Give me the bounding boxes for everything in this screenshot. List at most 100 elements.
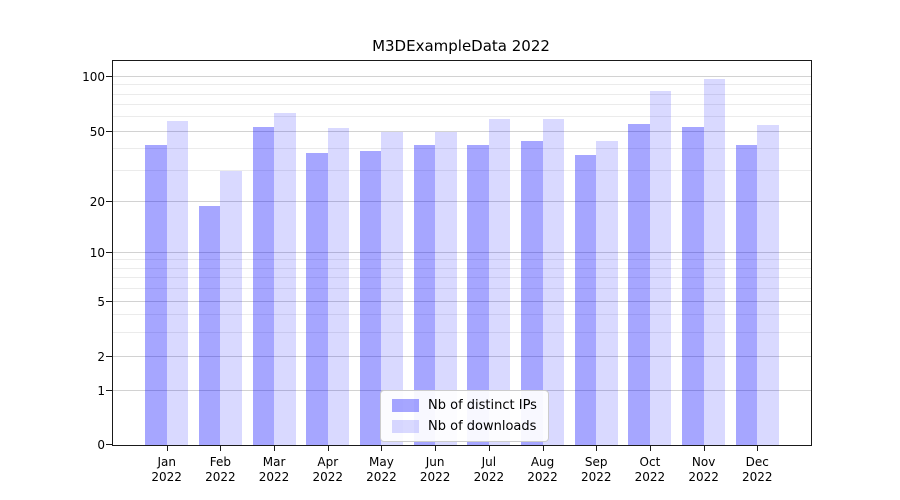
x-tick-year: 2022 bbox=[473, 470, 505, 484]
gridline-minor-80 bbox=[113, 93, 811, 95]
x-tick-year: 2022 bbox=[258, 470, 290, 484]
x-tick-year: 2022 bbox=[527, 470, 558, 484]
x-tick-year: 2022 bbox=[151, 470, 182, 484]
gridline-minor-90 bbox=[113, 84, 811, 86]
x-tick-month: Feb bbox=[209, 455, 231, 469]
x-tick-mark-jul bbox=[488, 446, 490, 451]
legend-item-downloads: Nb of downloads bbox=[392, 419, 537, 434]
x-tick-month: Mar bbox=[262, 455, 286, 469]
gridline-minor-30 bbox=[113, 169, 811, 171]
legend-swatch-downloads bbox=[392, 420, 419, 433]
x-tick-month: Jun bbox=[425, 455, 445, 469]
x-tick-mark-apr bbox=[327, 446, 329, 451]
bar-ips-feb bbox=[198, 205, 221, 445]
x-tick-mark-aug bbox=[542, 446, 544, 451]
bar-downloads-aug bbox=[542, 118, 565, 445]
y-tick-label-20: 20 bbox=[89, 195, 105, 210]
y-tick-mark-20 bbox=[106, 201, 112, 203]
bar-ips-may bbox=[359, 150, 382, 445]
bar-ips-jun bbox=[413, 144, 436, 445]
y-tick-mark-2 bbox=[106, 356, 112, 357]
x-tick-label-apr: Apr 2022 bbox=[298, 455, 358, 485]
x-tick-label-aug: Aug 2022 bbox=[513, 455, 573, 485]
plot-area: 0 1 2 5 10 20 50 100 Jan 2022 Feb 2022 Mar 2022 Apr 20… bbox=[82, 60, 812, 484]
x-tick-month: Jul bbox=[481, 455, 497, 469]
x-tick-label-nov: Nov 2022 bbox=[674, 455, 734, 485]
x-tick-mark-oct bbox=[649, 446, 651, 451]
x-tick-year: 2022 bbox=[580, 470, 612, 484]
bar-ips-aug bbox=[521, 141, 543, 445]
x-tick-label-sep: Sep 2022 bbox=[566, 455, 626, 485]
x-tick-year: 2022 bbox=[688, 470, 719, 484]
y-tick-mark-0 bbox=[106, 444, 112, 445]
bar-downloads-jun bbox=[435, 131, 457, 445]
bar-downloads-nov bbox=[703, 79, 726, 445]
y-tick-mark-10 bbox=[106, 252, 112, 253]
bar-ips-jan bbox=[145, 144, 167, 445]
bar-downloads-oct bbox=[649, 90, 672, 445]
x-tick-year: 2022 bbox=[419, 470, 451, 484]
x-tick-month: Dec bbox=[745, 455, 769, 469]
gridline-minor-60 bbox=[113, 116, 811, 118]
y-tick-label-10: 10 bbox=[89, 246, 105, 260]
bar-downloads-may bbox=[381, 131, 403, 445]
gridline-minor-9 bbox=[113, 259, 811, 261]
x-tick-year: 2022 bbox=[366, 470, 397, 484]
bar-ips-apr bbox=[306, 152, 328, 445]
x-tick-mark-feb bbox=[220, 446, 222, 451]
y-tick-mark-50 bbox=[106, 130, 112, 132]
gridline-minor-6 bbox=[113, 288, 811, 290]
x-tick-label-jul: Jul 2022 bbox=[459, 455, 519, 485]
gridline-minor-4 bbox=[113, 314, 811, 316]
gridline-minor-7 bbox=[113, 277, 811, 279]
x-tick-mark-mar bbox=[274, 446, 276, 451]
gridline-minor-3 bbox=[113, 331, 811, 333]
x-tick-mark-jan bbox=[166, 446, 168, 451]
x-tick-label-jun: Jun 2022 bbox=[405, 455, 465, 485]
legend: Nb of distinct IPs Nb of downloads bbox=[380, 390, 549, 442]
bar-downloads-apr bbox=[327, 128, 350, 445]
legend-item-ips: Nb of distinct IPs bbox=[392, 398, 537, 413]
bar-ips-oct bbox=[628, 124, 650, 445]
y-tick-mark-1 bbox=[106, 390, 112, 392]
x-tick-year: 2022 bbox=[312, 470, 344, 484]
bar-ips-jul bbox=[467, 144, 489, 445]
legend-swatch-ips bbox=[392, 399, 419, 412]
x-tick-month: Oct bbox=[639, 455, 661, 469]
x-tick-label-may: May 2022 bbox=[351, 455, 411, 485]
gridline-major-2 bbox=[113, 356, 811, 357]
x-tick-month: Sep bbox=[584, 455, 608, 469]
x-tick-label-oct: Oct 2022 bbox=[620, 455, 680, 485]
x-tick-mark-dec bbox=[757, 446, 759, 451]
bar-ips-sep bbox=[574, 154, 597, 445]
x-tick-mark-jun bbox=[435, 446, 437, 451]
gridline-major-50 bbox=[113, 130, 811, 132]
gridline-major-10 bbox=[113, 252, 811, 253]
gridline-major-5 bbox=[113, 301, 811, 302]
x-tick-month: Jan bbox=[157, 455, 176, 469]
x-tick-month: Nov bbox=[691, 455, 716, 469]
legend-label-downloads: Nb of downloads bbox=[428, 419, 537, 434]
gridline-minor-8 bbox=[113, 267, 811, 269]
x-tick-label-jan: Jan 2022 bbox=[137, 455, 197, 485]
y-tick-label-50: 50 bbox=[89, 124, 105, 139]
x-tick-year: 2022 bbox=[205, 470, 236, 484]
bar-ips-mar bbox=[252, 126, 275, 445]
bar-downloads-sep bbox=[596, 141, 618, 445]
x-tick-year: 2022 bbox=[742, 470, 773, 484]
x-tick-label-mar: Mar 2022 bbox=[244, 455, 304, 485]
y-tick-label-5: 5 bbox=[97, 295, 105, 309]
gridline-minor-70 bbox=[113, 104, 811, 106]
gridline-minor-40 bbox=[113, 147, 811, 149]
chart-title: M3DExampleData 2022 bbox=[372, 37, 550, 55]
legend-label-ips: Nb of distinct IPs bbox=[428, 398, 537, 413]
bar-downloads-dec bbox=[757, 125, 779, 445]
y-tick-mark-100 bbox=[106, 76, 112, 78]
x-tick-month: May bbox=[369, 455, 394, 469]
y-tick-mark-5 bbox=[106, 301, 112, 302]
x-tick-mark-sep bbox=[596, 446, 598, 451]
y-tick-label-1: 1 bbox=[97, 384, 105, 399]
bar-ips-dec bbox=[735, 144, 758, 445]
bar-downloads-mar bbox=[274, 113, 296, 445]
x-tick-month: Aug bbox=[530, 455, 555, 469]
